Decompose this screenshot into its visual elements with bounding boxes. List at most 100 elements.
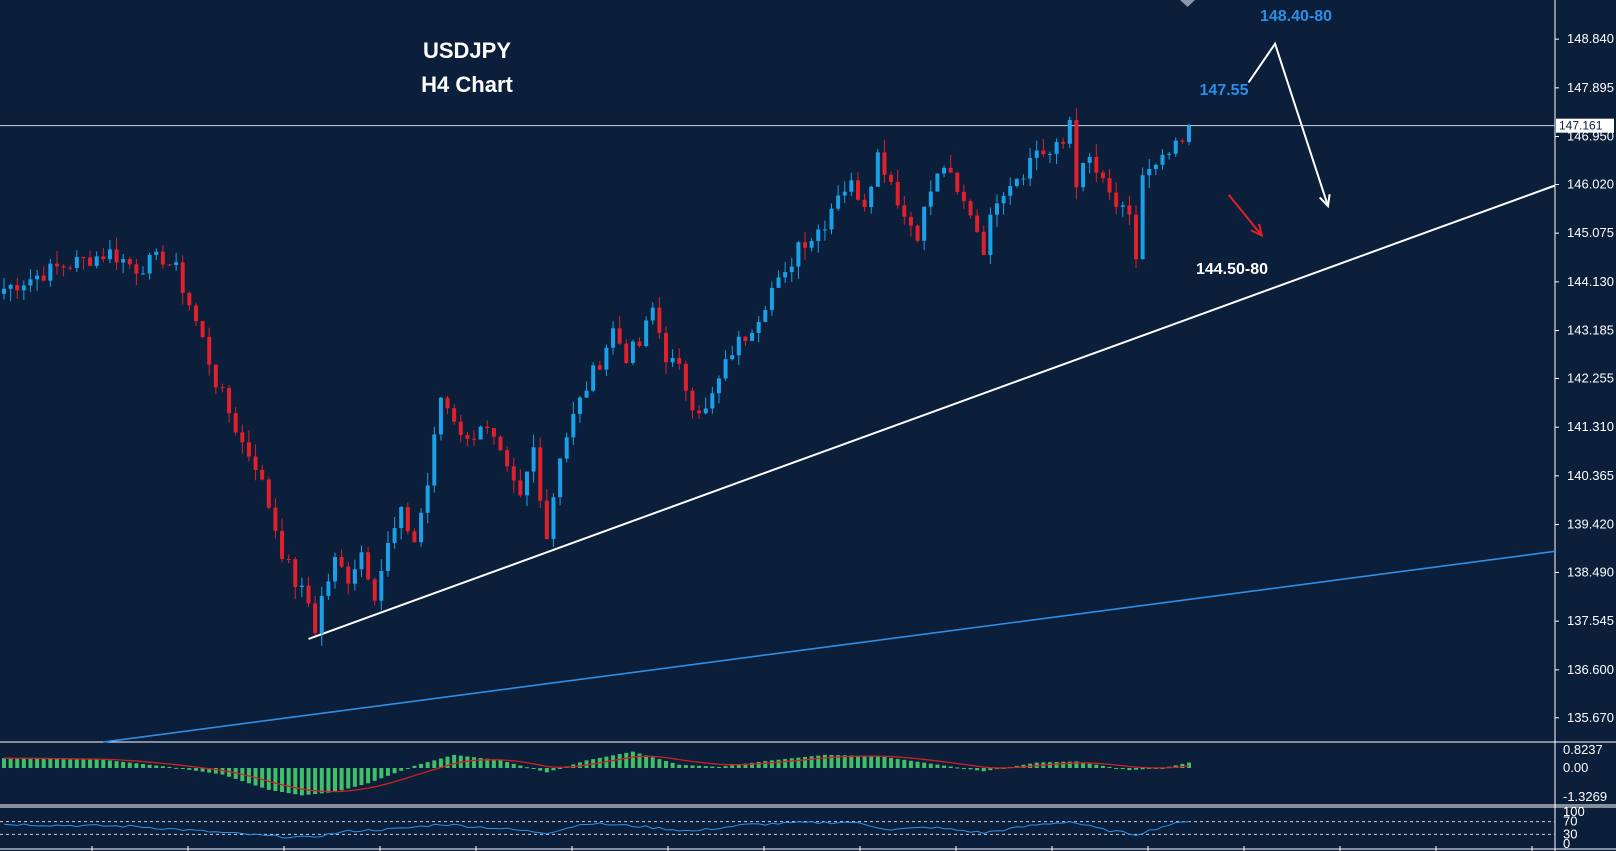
candle-bearish bbox=[538, 447, 543, 501]
macd-histogram-bar bbox=[855, 755, 860, 769]
candle-bullish bbox=[531, 447, 536, 472]
candle-bullish bbox=[147, 254, 152, 274]
price-axis-label: 148.840 bbox=[1567, 31, 1614, 46]
candle-bullish bbox=[1186, 125, 1191, 142]
candle-bearish bbox=[61, 266, 66, 268]
candle-bearish bbox=[597, 365, 602, 370]
candle-bearish bbox=[260, 469, 265, 480]
macd-histogram-bar bbox=[1054, 761, 1059, 769]
candle-bearish bbox=[68, 267, 73, 269]
macd-histogram-bar bbox=[286, 768, 291, 794]
candle-bearish bbox=[88, 257, 93, 266]
candle-bullish bbox=[789, 266, 794, 273]
candle-bearish bbox=[193, 305, 198, 322]
candle-bearish bbox=[895, 182, 900, 206]
macd-histogram-bar bbox=[968, 768, 973, 770]
price-axis-label: 135.670 bbox=[1567, 710, 1614, 725]
candle-bullish bbox=[644, 320, 649, 347]
candle-bearish bbox=[1061, 142, 1066, 144]
macd-histogram-bar bbox=[981, 768, 986, 772]
macd-histogram-bar bbox=[928, 763, 933, 769]
macd-histogram-bar bbox=[577, 762, 582, 769]
candle-bullish bbox=[842, 191, 847, 196]
macd-histogram-bar bbox=[849, 755, 854, 769]
candle-bullish bbox=[1054, 142, 1059, 154]
candle-bearish bbox=[1107, 178, 1112, 193]
candle-bearish bbox=[15, 284, 20, 291]
macd-histogram-bar bbox=[697, 765, 702, 769]
macd-histogram-bar bbox=[988, 768, 993, 771]
current-price-box bbox=[1556, 118, 1614, 133]
candle-bearish bbox=[306, 585, 311, 604]
candle-bullish bbox=[419, 512, 424, 543]
rsi-line bbox=[3, 821, 1190, 839]
candle-bullish bbox=[703, 408, 708, 414]
candle-bearish bbox=[803, 242, 808, 248]
candle-bullish bbox=[1028, 157, 1033, 179]
candle-bearish bbox=[246, 442, 251, 457]
annotation-upper-target: 148.40-80 bbox=[1260, 8, 1332, 25]
candle-bullish bbox=[1014, 178, 1019, 187]
candle-bullish bbox=[352, 569, 357, 584]
candle-bullish bbox=[796, 242, 801, 267]
macd-histogram-bar bbox=[68, 759, 73, 769]
macd-histogram-bar bbox=[650, 757, 655, 769]
candle-bearish bbox=[975, 215, 980, 232]
candle-bearish bbox=[160, 251, 165, 265]
candle-bullish bbox=[326, 581, 331, 596]
candle-bullish bbox=[849, 180, 854, 192]
macd-histogram-bar bbox=[445, 756, 450, 769]
candle-bearish bbox=[664, 332, 668, 363]
candle-bearish bbox=[1114, 192, 1119, 207]
macd-histogram-bar bbox=[94, 759, 99, 769]
macd-histogram-bar bbox=[1107, 766, 1112, 769]
candle-bearish bbox=[253, 456, 258, 470]
candle-bearish bbox=[1100, 172, 1105, 179]
candle-bullish bbox=[564, 437, 569, 459]
trendline-primary bbox=[308, 184, 1556, 640]
macd-histogram-bar bbox=[8, 758, 13, 769]
macd-histogram-bar bbox=[187, 768, 192, 770]
candle-bullish bbox=[571, 414, 576, 438]
macd-histogram-bar bbox=[511, 763, 516, 769]
macd-histogram-bar bbox=[2, 758, 6, 769]
candle-bearish bbox=[339, 556, 344, 567]
candle-bearish bbox=[637, 341, 642, 347]
macd-histogram-bar bbox=[895, 758, 900, 769]
candle-bullish bbox=[74, 257, 79, 268]
macd-histogram-bar bbox=[392, 768, 397, 774]
macd-histogram-bar bbox=[21, 758, 26, 769]
candle-bearish bbox=[855, 180, 860, 200]
projection-arrow-bullish bbox=[1247, 41, 1329, 207]
macd-histogram-bar bbox=[637, 753, 642, 769]
candle-bearish bbox=[372, 579, 377, 601]
candle-bearish bbox=[624, 343, 629, 363]
candle-bullish bbox=[154, 251, 159, 255]
macd-histogram-bar bbox=[975, 768, 980, 771]
time-axis-ticks bbox=[91, 846, 1533, 851]
macd-histogram-bar bbox=[1180, 763, 1185, 769]
macd-histogram-bar bbox=[48, 758, 53, 769]
macd-histogram-bar bbox=[1100, 765, 1105, 769]
candle-bearish bbox=[134, 264, 139, 274]
macd-histogram-bar bbox=[280, 768, 285, 793]
candle-bearish bbox=[491, 428, 496, 437]
candle-bearish bbox=[518, 480, 523, 496]
annotation-resistance: 147.55 bbox=[1200, 82, 1249, 99]
candle-bullish bbox=[809, 241, 814, 248]
candle-bearish bbox=[902, 205, 907, 217]
candle-bearish bbox=[677, 357, 682, 364]
macd-histogram-bar bbox=[88, 759, 93, 769]
macd-histogram-bar bbox=[836, 755, 841, 769]
macd-histogram-bar bbox=[1061, 761, 1066, 769]
macd-histogram-bar bbox=[372, 768, 377, 781]
candle-bullish bbox=[1001, 195, 1006, 204]
candle-bullish bbox=[928, 191, 933, 207]
candle-bullish bbox=[319, 595, 324, 634]
candle-bearish bbox=[882, 152, 887, 175]
candle-bearish bbox=[948, 167, 953, 173]
macd-histogram-bar bbox=[955, 767, 960, 769]
macd-histogram-bar bbox=[154, 765, 159, 769]
candle-bullish bbox=[822, 229, 827, 231]
